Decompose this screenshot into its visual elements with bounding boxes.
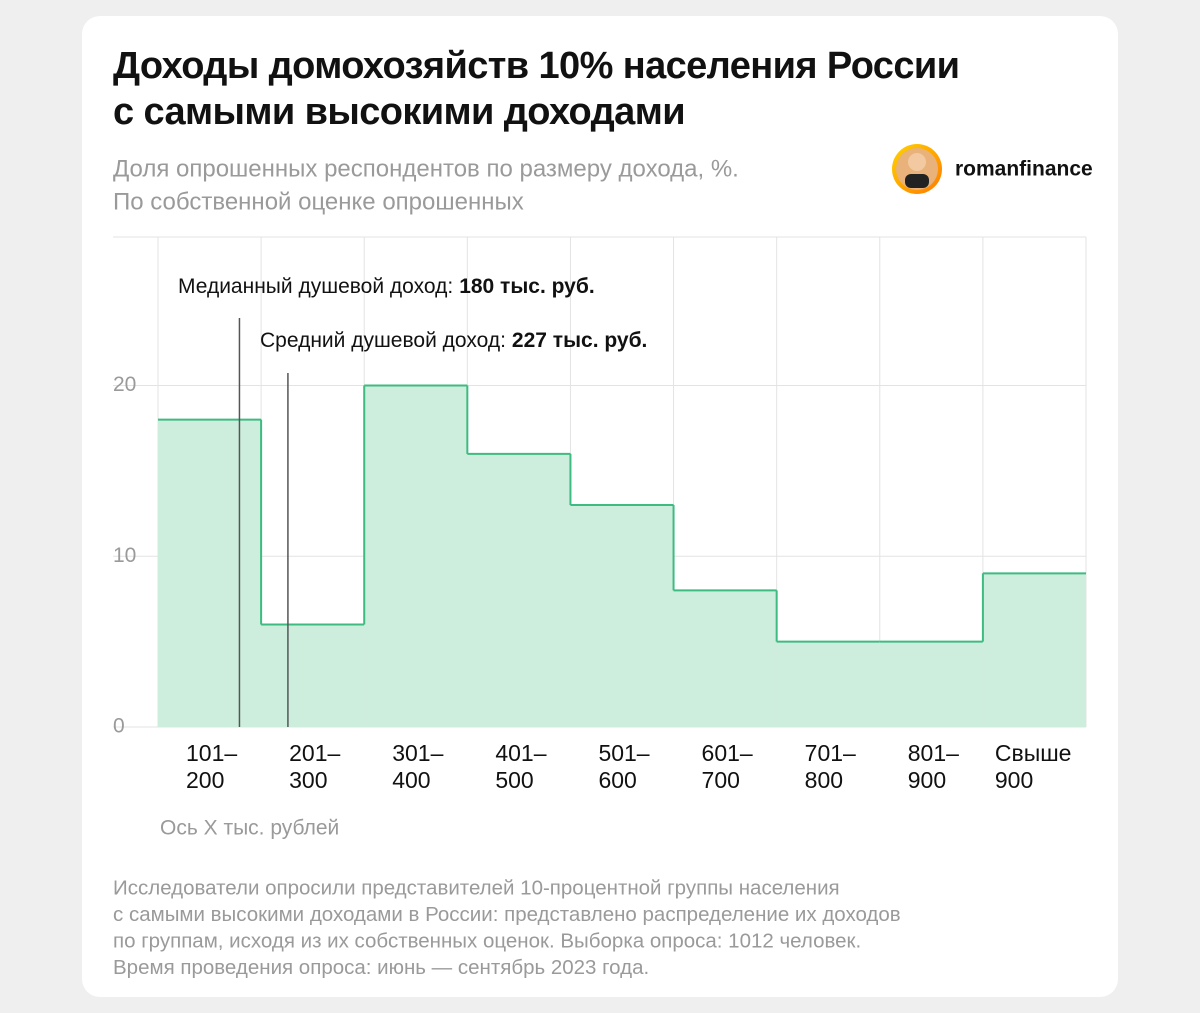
bar: [467, 453, 571, 727]
x-tick-label: Свыше: [995, 740, 1072, 766]
annotation: Средний душевой доход: 227 тыс. руб.: [260, 329, 647, 352]
y-tick-label: 10: [113, 544, 136, 567]
x-tick-label: 501–: [598, 740, 649, 766]
x-tick-label: 700: [702, 767, 740, 793]
annotation-text: Средний душевой доход:: [260, 329, 506, 352]
x-tick-label: 601–: [702, 740, 753, 766]
bar: [261, 624, 365, 727]
x-tick-label: 401–: [495, 740, 546, 766]
footnote-line: с самыми высокими доходами в России: пре…: [113, 903, 901, 926]
x-tick-label: 301–: [392, 740, 443, 766]
bar: [673, 590, 777, 727]
annotation-text: Медианный душевой доход:: [178, 275, 453, 298]
bar: [158, 419, 262, 727]
x-tick-label: 701–: [805, 740, 856, 766]
x-tick-label: 800: [805, 767, 843, 793]
footnote: Исследователи опросили представителей 10…: [113, 876, 901, 979]
footnote-line: по группам, исходя из их собственных оце…: [113, 929, 861, 952]
x-axis-label: Ось X тыс. рублей: [160, 817, 339, 840]
y-tick-label: 20: [113, 373, 136, 396]
x-tick-label: 801–: [908, 740, 959, 766]
x-tick-label: 101–: [186, 740, 237, 766]
bar: [570, 505, 674, 727]
x-tick-label: 900: [908, 767, 946, 793]
title: с самыми высокими доходами: [113, 91, 685, 133]
plot: 0 10 20 101–200 201–300 301–400 401–500 501–600…: [113, 236, 1087, 793]
bar: [776, 641, 880, 727]
x-tick-label: 500: [495, 767, 533, 793]
subtitle: По собственной оценке опрошенных: [113, 188, 524, 215]
avatar: [892, 144, 942, 194]
annotation: Медианный душевой доход: 180 тыс. руб.: [178, 275, 595, 298]
x-tick-label: 600: [598, 767, 636, 793]
annotation-value: 180 тыс. руб.: [459, 275, 594, 298]
bar: [879, 641, 983, 727]
bar: [364, 385, 468, 727]
footnote-line: Время проведения опроса: июнь — сентябрь…: [113, 956, 649, 979]
x-tick-label: 300: [289, 767, 327, 793]
x-tick-label: 201–: [289, 740, 340, 766]
footnote-line: Исследователи опросили представителей 10…: [113, 876, 840, 899]
x-tick-label: 400: [392, 767, 430, 793]
x-tick-label: 900: [995, 767, 1033, 793]
bar: [982, 573, 1086, 727]
title: Доходы домохозяйств 10% населения России: [113, 45, 959, 87]
annotation-value: 227 тыс. руб.: [512, 329, 647, 352]
x-tick-label: 200: [186, 767, 224, 793]
brand: romanfinance: [955, 158, 1093, 181]
subtitle: Доля опрошенных респондентов по размеру …: [113, 155, 739, 182]
y-tick-label: 0: [113, 715, 125, 738]
